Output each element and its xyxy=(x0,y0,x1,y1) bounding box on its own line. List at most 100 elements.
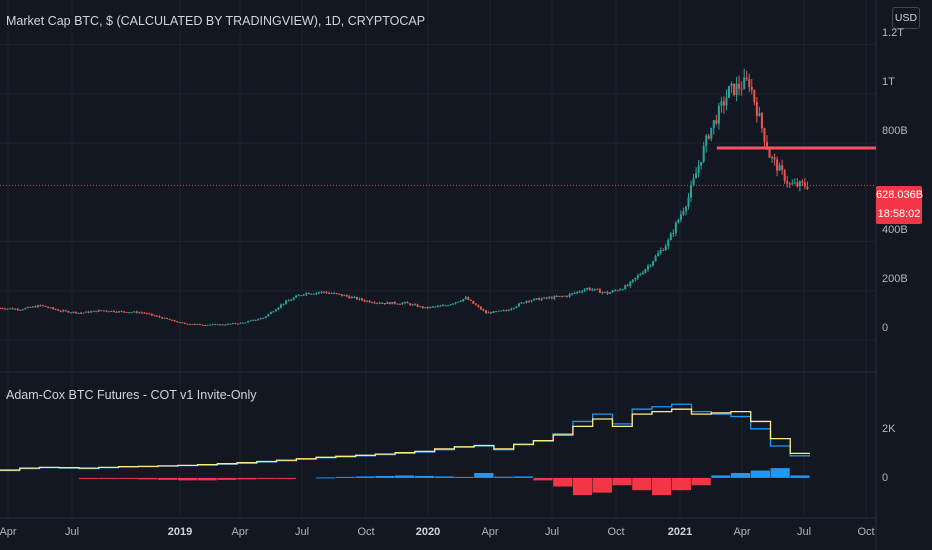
candle-body xyxy=(338,293,341,295)
candle-body xyxy=(310,293,313,295)
candle-body xyxy=(191,324,194,326)
histogram-bar xyxy=(375,475,395,478)
candle-body xyxy=(115,311,118,313)
candle-body xyxy=(31,306,34,308)
candle-body xyxy=(80,312,82,314)
candle-body xyxy=(188,324,191,326)
symbol-title[interactable]: Market Cap BTC, $ (CALCULATED BY TRADING… xyxy=(6,14,426,28)
candle-body xyxy=(560,295,563,297)
time-axis-label: Jul xyxy=(796,526,812,538)
candle-body xyxy=(581,291,584,293)
candle-body xyxy=(530,300,533,302)
last-price-tag: 628.036B 18:58:02 xyxy=(876,186,924,224)
candle-body xyxy=(333,293,336,295)
candle-body xyxy=(593,288,596,290)
histogram-bar xyxy=(434,476,454,478)
candle-body xyxy=(748,79,751,88)
candle-body xyxy=(598,289,601,293)
candle-body xyxy=(730,83,733,87)
candle-body xyxy=(439,305,442,307)
candle-body xyxy=(328,293,331,295)
histogram-bar xyxy=(632,477,652,491)
candle-body xyxy=(522,302,525,304)
candle-body xyxy=(801,181,804,183)
candle-body xyxy=(720,101,723,106)
candle-body xyxy=(773,157,776,160)
candle-body xyxy=(722,101,725,106)
candle-body xyxy=(26,306,29,308)
last-price-value: 628.036B xyxy=(876,189,924,201)
candle-body xyxy=(62,310,65,312)
candle-body xyxy=(161,317,163,319)
histogram-bar xyxy=(177,477,198,481)
candle-body xyxy=(360,298,363,301)
histogram-bar xyxy=(395,475,415,478)
candle-body xyxy=(282,303,285,305)
candle-body xyxy=(563,295,566,297)
candle-body xyxy=(411,304,414,306)
candle-body xyxy=(591,289,594,291)
candle-body xyxy=(335,293,338,295)
candle-body xyxy=(381,303,384,305)
indicator-title[interactable]: Adam-Cox BTC Futures - COT v1 Invite-Onl… xyxy=(6,388,257,402)
candle-body xyxy=(497,310,500,312)
candle-body xyxy=(583,289,586,292)
candle-body xyxy=(434,306,437,308)
candle-body xyxy=(163,317,166,319)
candle-body xyxy=(36,305,39,308)
candle-body xyxy=(603,291,606,293)
candle-body xyxy=(100,310,103,312)
candle-body xyxy=(391,301,394,305)
candle-body xyxy=(39,305,42,307)
candle-body xyxy=(19,309,22,311)
candle-body xyxy=(285,300,288,304)
candle-body xyxy=(571,293,574,295)
candle-body xyxy=(107,311,110,313)
candle-body xyxy=(52,307,55,309)
candle-body xyxy=(59,310,62,312)
candle-body xyxy=(216,324,219,326)
candle-body xyxy=(783,170,786,182)
candle-body xyxy=(315,292,318,294)
candle-body xyxy=(292,297,295,300)
candle-body xyxy=(396,303,399,305)
candle-body xyxy=(791,183,794,185)
currency-button[interactable]: USD xyxy=(892,7,920,29)
candle-body xyxy=(110,310,113,312)
candle-body xyxy=(619,289,622,291)
candle-body xyxy=(662,250,665,252)
candle-body xyxy=(505,310,508,312)
histogram-bar xyxy=(217,477,237,480)
candle-body xyxy=(287,300,290,302)
histogram-bar xyxy=(711,475,731,478)
candle-body xyxy=(345,295,348,297)
candle-body xyxy=(158,316,161,318)
candle-body xyxy=(1,308,4,310)
candle-body xyxy=(743,77,746,89)
price-axis-label: 800B xyxy=(882,125,908,138)
candle-body xyxy=(798,181,801,187)
price-axis-label: 0 xyxy=(882,322,889,334)
candle-body xyxy=(500,310,503,312)
candle-body xyxy=(82,312,85,314)
candle-body xyxy=(85,311,88,313)
candle-body xyxy=(138,312,141,314)
candle-body xyxy=(444,305,447,307)
candle-body xyxy=(441,305,444,307)
indicator-axis-label: 0 xyxy=(882,471,889,484)
candle-body xyxy=(707,135,710,139)
candle-body xyxy=(196,323,199,325)
candle-body xyxy=(705,135,708,147)
candle-body xyxy=(588,287,591,290)
candle-body xyxy=(545,297,548,299)
candle-body xyxy=(690,185,693,198)
candle-body xyxy=(320,291,323,293)
candle-body xyxy=(700,161,703,166)
time-axis-label: 2020 xyxy=(415,526,441,538)
candle-body xyxy=(254,319,257,321)
candle-body xyxy=(573,292,576,294)
candle-body xyxy=(224,324,227,326)
candle-body xyxy=(406,302,409,304)
candle-body xyxy=(487,312,490,314)
